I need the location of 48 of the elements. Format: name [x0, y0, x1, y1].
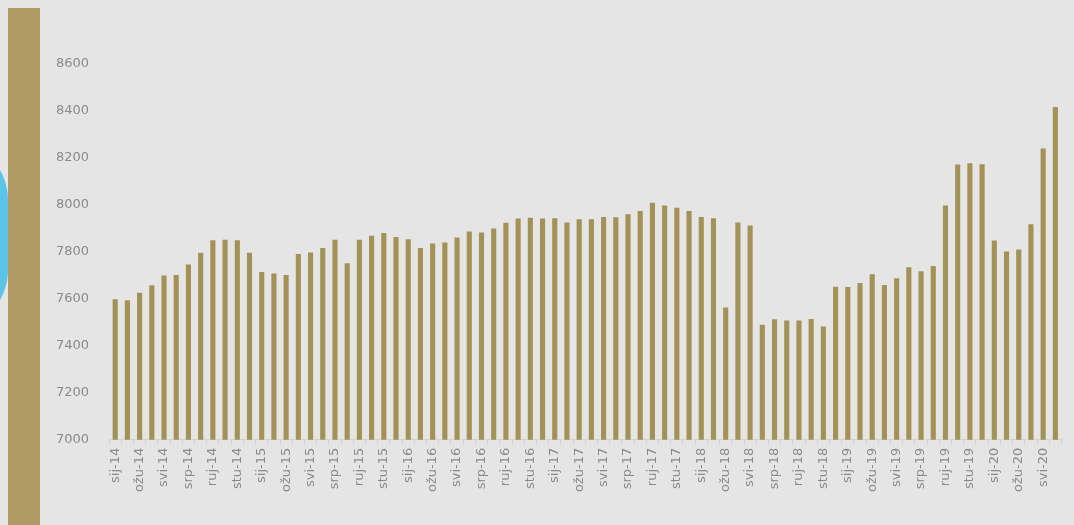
x-tick-label: ožu-15 [277, 447, 293, 492]
x-tick-label: ruj-14 [204, 447, 220, 487]
x-tick-label: stu-17 [668, 447, 684, 490]
x-tick-label: svi-16 [448, 447, 464, 488]
y-tick-label: 7000 [55, 431, 90, 447]
y-tick-label: 7600 [55, 290, 90, 306]
x-tick-label: svi-15 [301, 447, 317, 488]
x-tick-label: ožu-17 [570, 447, 586, 492]
x-tick-label: srp-14 [179, 447, 195, 490]
x-tick-label: ruj-18 [790, 447, 806, 487]
x-tick-label: svi-19 [888, 447, 904, 488]
x-tick-label: ožu-20 [1010, 447, 1026, 492]
y-tick-label: 8200 [55, 149, 90, 165]
x-tick-label: srp-15 [326, 447, 342, 490]
x-tick-label: svi-20 [1034, 447, 1050, 488]
y-tick-label: 8000 [55, 196, 90, 212]
x-tick-label: stu-14 [228, 447, 244, 490]
y-tick-label: 7800 [55, 243, 90, 259]
x-tick-label: srp-19 [912, 447, 928, 490]
x-tick-label: ožu-19 [863, 447, 879, 492]
x-tick-label: sij-17 [546, 447, 562, 483]
y-tick-label: 8400 [55, 102, 90, 118]
x-tick-label: ožu-16 [424, 447, 440, 492]
x-tick-label: srp-18 [765, 447, 781, 490]
x-tick-label: sij-14 [106, 447, 122, 483]
x-tick-label: stu-18 [814, 447, 830, 490]
x-tick-label: stu-16 [521, 447, 537, 490]
x-tick-label: ruj-15 [350, 447, 366, 487]
x-tick-label: sij-19 [839, 447, 855, 483]
y-tick-label: 8600 [55, 55, 90, 71]
y-tick-label: 7200 [55, 384, 90, 400]
x-tick-label: stu-19 [961, 447, 977, 490]
x-tick-label: svi-18 [741, 447, 757, 488]
x-tick-label: srp-16 [472, 447, 488, 490]
x-tick-label: ožu-14 [130, 447, 146, 492]
x-tick-label: svi-14 [155, 447, 171, 488]
x-tick-label: ruj-19 [936, 447, 952, 487]
x-tick-label: sij-16 [399, 447, 415, 483]
x-tick-label: sij-15 [253, 447, 269, 483]
x-tick-label: ožu-18 [717, 447, 733, 492]
x-tick-label: stu-15 [375, 447, 391, 490]
x-tick-label: ruj-17 [643, 447, 659, 487]
x-tick-label: ruj-16 [497, 447, 513, 487]
x-tick-label: sij-20 [985, 447, 1001, 483]
x-tick-label: svi-17 [594, 447, 610, 488]
y-tick-label: 7400 [55, 337, 90, 353]
x-tick-label: srp-17 [619, 447, 635, 490]
x-tick-label: sij-18 [692, 447, 708, 483]
